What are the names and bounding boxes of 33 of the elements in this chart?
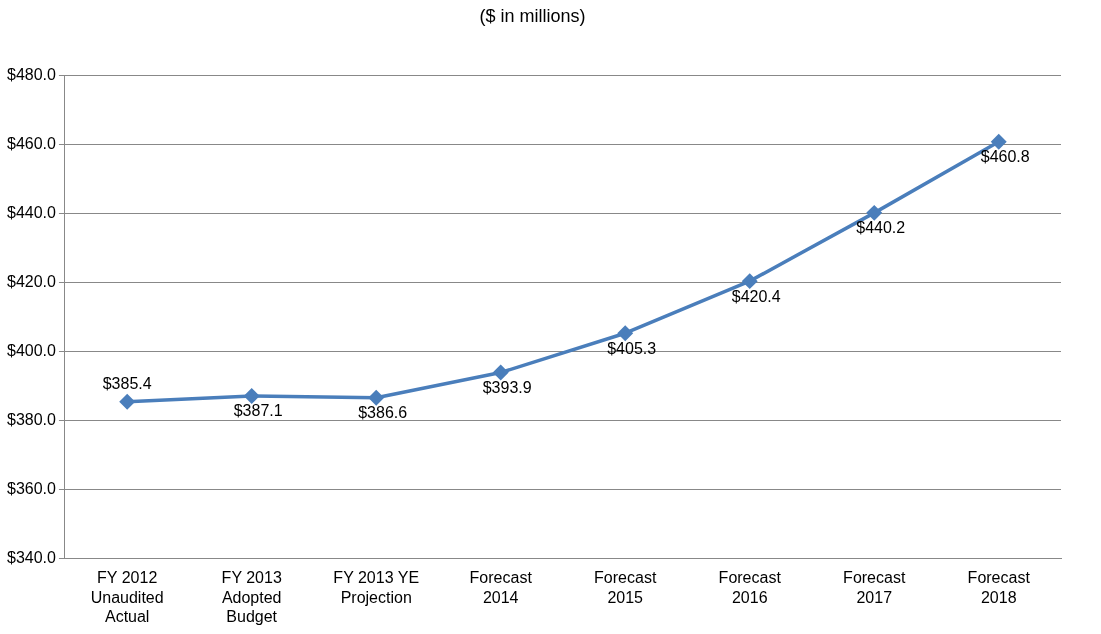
chart-title: ($ in millions): [479, 5, 586, 26]
data-label: $460.8: [980, 148, 1030, 166]
point: [742, 273, 757, 289]
x-tick-label: Forecast 2015: [594, 569, 657, 606]
data-label: $386.6: [358, 404, 408, 422]
data-label: $385.4: [102, 375, 152, 393]
point: [244, 388, 259, 404]
point: [119, 394, 135, 410]
y-tick-label: $460.0: [7, 134, 57, 152]
data-label: $440.2: [856, 219, 906, 237]
y-tick-label: $400.0: [7, 341, 57, 359]
x-tick-label: Forecast 2017: [843, 569, 906, 606]
y-tick-label: $360.0: [7, 479, 57, 497]
x-tick-label: Forecast 2016: [718, 569, 782, 606]
point: [617, 325, 633, 341]
data-label: $420.4: [731, 287, 781, 305]
data-label: $387.1: [233, 402, 283, 420]
y-tick-label: $380.0: [7, 410, 57, 428]
y-tick-label: $420.0: [7, 272, 57, 290]
point: [493, 365, 508, 380]
data-label: $405.3: [607, 339, 657, 357]
x-tick-label: FY 2012 Unaudited Actual: [90, 569, 164, 625]
x-tick-label: Forecast 2014: [469, 569, 533, 606]
x-tick-label: FY 2013 YE Projection: [333, 569, 420, 606]
x-tick-label: Forecast 2018: [967, 569, 1031, 606]
data-label: $393.9: [482, 378, 532, 396]
point: [866, 205, 882, 221]
y-tick-label: $440.0: [7, 203, 57, 221]
point: [368, 390, 384, 405]
x-tick-label: FY 2013 Adopted Budget: [221, 569, 282, 625]
y-tick-label: $480.0: [7, 66, 57, 84]
point: [991, 134, 1006, 150]
y-tick-label: $340.0: [7, 548, 57, 566]
